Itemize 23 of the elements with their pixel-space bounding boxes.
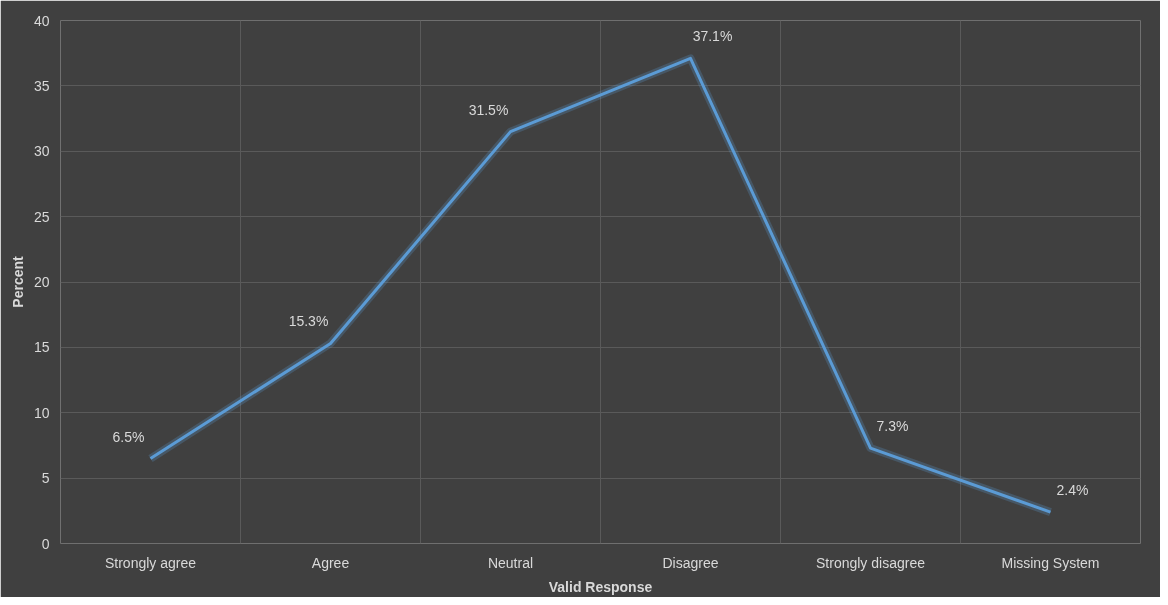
x-tick-label: Missing System — [1001, 554, 1100, 571]
x-tick-label: Strongly disagree — [816, 554, 926, 571]
y-tick-label: 0 — [41, 535, 50, 552]
x-axis-title: Valid Response — [548, 578, 653, 595]
x-tick-label: Disagree — [662, 554, 719, 571]
x-tick-label: Neutral — [487, 554, 534, 571]
y-tick-label: 40 — [33, 12, 50, 29]
y-tick-label: 25 — [33, 208, 50, 225]
x-tick-label: Agree — [311, 554, 350, 571]
data-label: 37.1% — [692, 28, 733, 45]
y-tick-label: 30 — [33, 143, 50, 160]
y-tick-label: 35 — [33, 77, 50, 94]
data-label: 7.3% — [876, 418, 909, 435]
data-label: 2.4% — [1056, 482, 1089, 499]
y-tick-label: 10 — [33, 404, 50, 421]
y-tick-label: 15 — [33, 339, 50, 356]
data-label: 15.3% — [288, 313, 329, 330]
data-label: 6.5% — [112, 428, 145, 445]
data-label: 31.5% — [468, 101, 509, 118]
y-axis-title: Percent — [9, 255, 26, 308]
y-tick-label: 5 — [41, 470, 50, 487]
y-tick-label: 20 — [33, 274, 50, 290]
x-tick-label: Strongly agree — [104, 554, 197, 571]
